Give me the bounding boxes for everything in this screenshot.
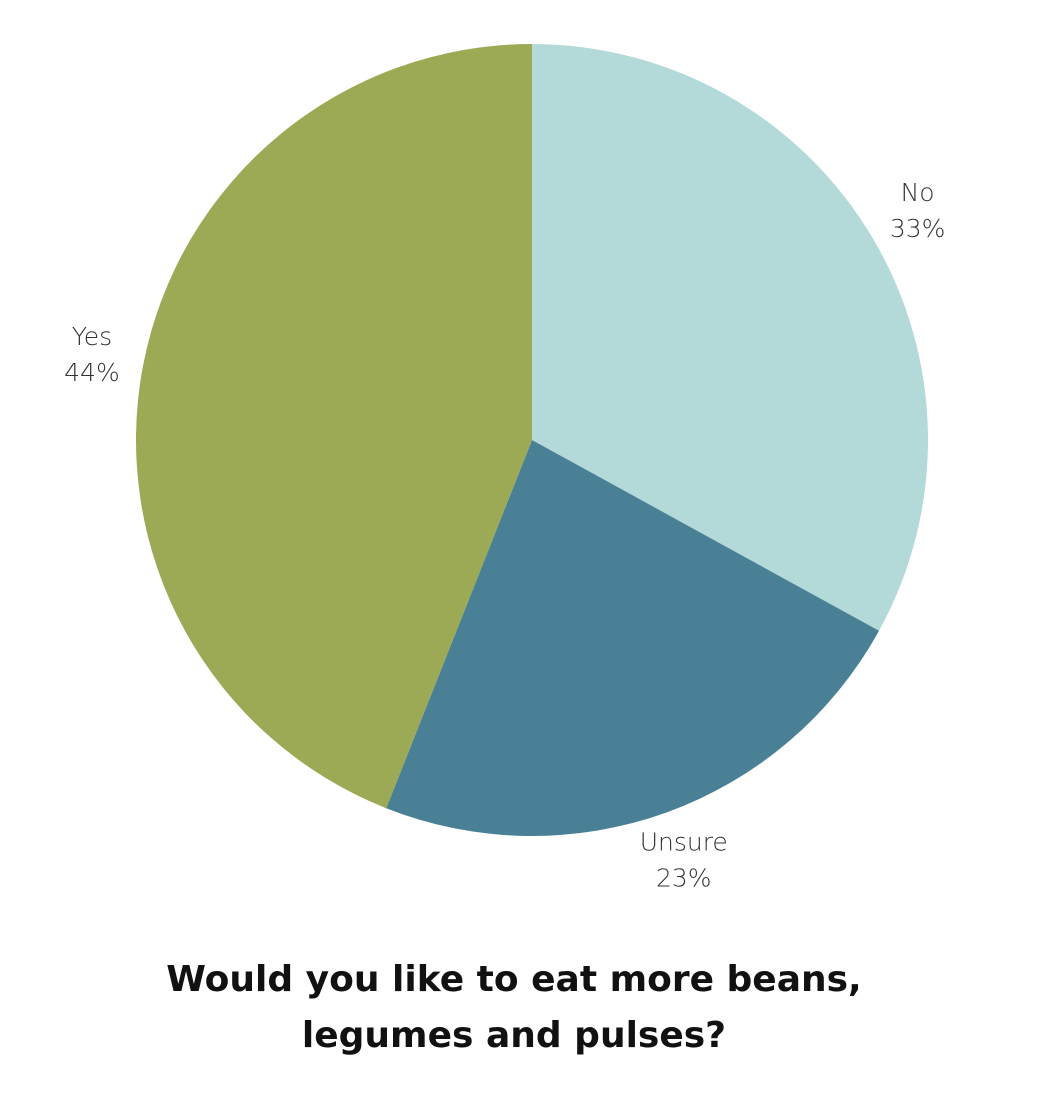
pie-slice <box>386 440 880 836</box>
chart-title: Would you like to eat more beans, legume… <box>166 959 862 1056</box>
pie-slice <box>532 44 929 631</box>
pie-slice <box>135 44 533 809</box>
value-label: 44% <box>64 358 120 387</box>
chart: No 33% Unsure 23% Yes 44% <box>64 44 946 893</box>
slice-label: Yes <box>72 322 112 351</box>
slice-label: Unsure <box>640 828 728 857</box>
value-label: 33% <box>890 214 946 243</box>
slice-label: No <box>901 178 935 207</box>
value-label: 23% <box>656 864 712 893</box>
